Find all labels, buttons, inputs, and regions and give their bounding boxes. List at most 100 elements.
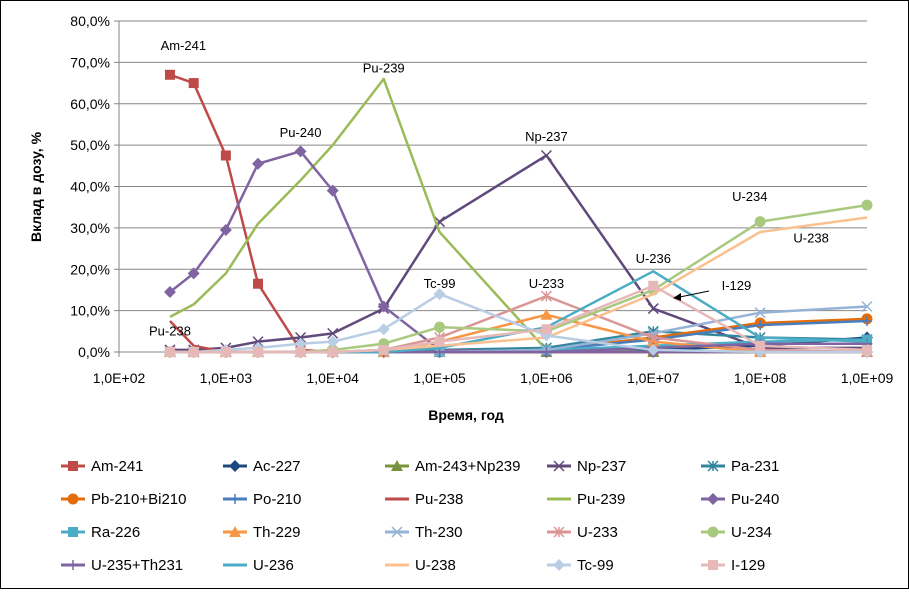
annotation-label: Am-241: [161, 38, 207, 53]
legend-label: Po-210: [253, 491, 301, 508]
series-line-pu-240: [169, 150, 867, 354]
legend-swatch-marker: [391, 460, 403, 471]
legend-swatch-marker: [553, 526, 565, 538]
data-point-i-129: [188, 347, 199, 357]
y-tick-label: 0,0%: [78, 344, 110, 360]
data-point-i-129: [327, 347, 338, 357]
y-tick-label: 20,0%: [70, 261, 110, 277]
legend-item-pu-240: Pu-240: [701, 491, 779, 508]
legend-swatch-marker: [707, 526, 719, 538]
legend-item-u-238: U-238: [385, 557, 456, 574]
data-point-np-237: [295, 331, 307, 344]
x-tick-label: 1,0E+04: [306, 370, 359, 386]
legend-swatch-marker: [707, 460, 719, 472]
annotation-label: Pu-239: [363, 61, 405, 76]
legend-swatch-marker: [68, 461, 78, 471]
data-point-pu-240: [294, 145, 307, 158]
data-point-i-129: [648, 280, 659, 291]
legend-item-i-129: I-129: [701, 557, 765, 574]
x-tick-label: 1,0E+02: [93, 370, 146, 386]
data-point-pu-240: [163, 286, 176, 299]
data-point-u-234: [861, 199, 873, 211]
annotation-label: Pu-240: [280, 125, 322, 140]
data-point-i-129: [862, 344, 872, 355]
y-tick-label: 10,0%: [70, 303, 110, 319]
x-axis-title: Время, год: [428, 407, 504, 423]
legend-label: Am-241: [91, 458, 144, 475]
y-tick-label: 70,0%: [70, 54, 110, 70]
legend-item-th-229: Th-229: [223, 524, 301, 541]
data-point-tc-99: [326, 335, 339, 348]
annotation-label: I-129: [722, 278, 752, 293]
data-point-np-237: [327, 327, 339, 339]
series-line-np-237: [169, 154, 867, 352]
annotation-label: U-234: [732, 189, 767, 204]
y-tick-label: 40,0%: [70, 179, 110, 195]
data-point-i-129: [295, 347, 306, 357]
data-point-th-230: [754, 307, 766, 319]
legend-item-pb-210-bi210: Pb-210+Bi210: [61, 491, 187, 508]
data-point-pu-240: [252, 157, 265, 170]
legend-item-np-237: Np-237: [547, 458, 626, 475]
legend-swatch-marker: [68, 560, 78, 570]
data-point-i-129: [434, 336, 445, 347]
y-tick-label: 30,0%: [70, 220, 110, 236]
legend-label: Ac-227: [253, 458, 301, 475]
data-point-i-129: [541, 324, 552, 335]
data-point-np-237: [540, 149, 552, 161]
plot-area: [163, 69, 873, 358]
legend-label: U-238: [415, 557, 456, 574]
legend-item-ra-226: Ra-226: [61, 524, 140, 541]
legend-item-u-233: U-233: [547, 524, 618, 541]
data-point-i-129: [755, 340, 766, 351]
legend-item-u-236: U-236: [223, 557, 294, 574]
data-point-u-235-th231: [541, 347, 552, 357]
annotation-label: U-233: [529, 276, 564, 291]
legend-swatch-marker: [708, 560, 718, 570]
legend-item-am-241: Am-241: [61, 458, 144, 475]
data-point-pu-240: [377, 300, 390, 313]
data-point-tc-99: [294, 337, 307, 350]
y-tick-label: 60,0%: [70, 96, 110, 112]
legend-label: Pu-239: [577, 491, 625, 508]
legend-item-th-230: Th-230: [385, 524, 463, 541]
data-point-am-241: [164, 69, 175, 80]
annotation-arrow-head: [673, 293, 681, 301]
legend-swatch-marker: [391, 526, 403, 538]
legend-label: Am-243+Np239: [415, 458, 520, 475]
legend-label: Pb-210+Bi210: [91, 491, 187, 508]
data-point-pu-240: [219, 223, 232, 236]
data-point-u-234: [754, 216, 766, 228]
legend-swatch-marker: [229, 460, 241, 472]
data-point-po-210: [755, 320, 766, 331]
legend-swatch-marker: [707, 493, 719, 505]
legend-label: Np-237: [577, 458, 626, 475]
legend-item-pu-238: Pu-238: [385, 491, 463, 508]
data-point-u-234: [434, 321, 446, 333]
legend-swatch-marker: [553, 559, 565, 571]
annotation-label: U-238: [793, 230, 828, 245]
axes: 0,0% 10,0% 20,0% 30,0% 40,0% 50,0% 60,0% 70,0% 8…: [70, 13, 893, 386]
legend-item-tc-99: Tc-99: [547, 557, 614, 574]
data-point-i-129: [378, 344, 389, 355]
legend-label: Th-230: [415, 524, 463, 541]
x-tick-label: 1,0E+05: [413, 370, 466, 386]
data-point-tc-99: [433, 288, 446, 301]
data-point-tc-99: [647, 343, 660, 356]
data-point-pu-240: [187, 267, 200, 280]
data-point-th-229: [540, 308, 553, 320]
legend-label: Pu-238: [415, 491, 463, 508]
data-point-tc-99: [377, 323, 390, 336]
x-tick-label: 1,0E+03: [200, 370, 253, 386]
data-point-i-129: [253, 347, 264, 357]
data-point-am-241: [220, 150, 231, 161]
legend: Am-241 Ac-227 Am-243+Np239 Np-237 Pa-231 Pb-2…: [61, 458, 779, 574]
series-am-241: [164, 69, 872, 357]
legend-label: Pa-231: [731, 458, 779, 475]
legend-item-po-210: Po-210: [223, 491, 301, 508]
data-point-am-241: [188, 78, 199, 89]
legend-label: U-235+Th231: [91, 557, 183, 574]
annotation-label: Tc-99: [424, 276, 456, 291]
